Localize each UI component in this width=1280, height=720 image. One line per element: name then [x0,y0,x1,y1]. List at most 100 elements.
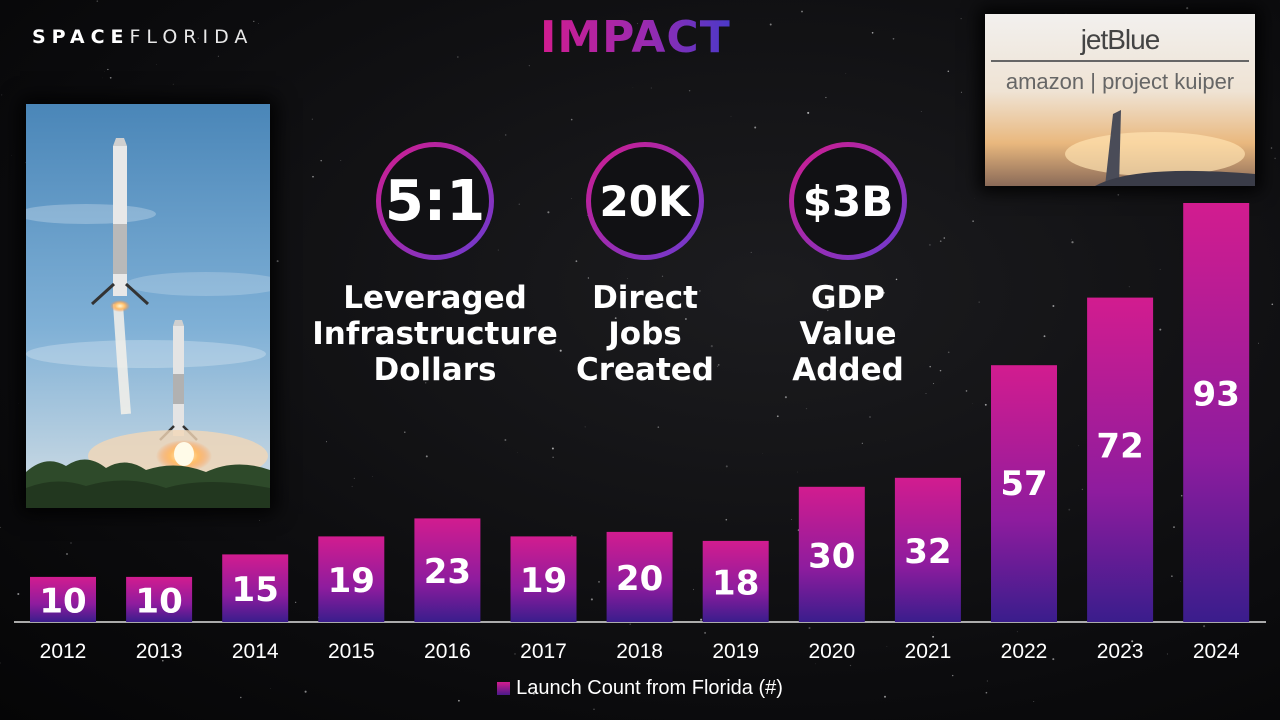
star [197,37,199,39]
star [570,118,573,121]
star [528,65,530,67]
bar-value-label: 32 [904,532,951,572]
star [710,345,713,348]
star [444,292,447,294]
x-tick-label: 2012 [40,640,87,663]
star [807,111,810,114]
star [717,364,720,366]
x-tick-label: 2023 [1097,640,1144,663]
star [161,659,164,662]
sunset-wing-image [985,14,1255,186]
bar-value-label: 19 [328,561,375,601]
partner-divider [991,60,1249,62]
stat-label-line: Jobs [608,316,682,352]
star [1180,580,1182,582]
star [0,662,1,664]
star [928,243,931,246]
star [614,317,617,319]
star [1271,303,1274,306]
star [861,442,863,444]
star [312,175,314,178]
star [1166,653,1168,655]
bar-2023 [1087,297,1154,622]
partner-logos-photo: jetBlue amazon | project kuiper [985,14,1255,186]
page-title: IMPACT [540,12,731,63]
star [367,290,369,293]
logo-light-text: FLORIDA [129,26,254,48]
star [725,465,728,468]
bar-value-label: 30 [808,536,855,576]
bar-value-label: 23 [424,552,471,592]
star [650,87,652,89]
stat-label-line: Dollars [373,352,497,388]
star [965,390,968,392]
star [1159,328,1162,331]
star [932,635,935,638]
bar-value-label: 15 [232,570,279,610]
star [808,626,811,630]
star [688,89,691,92]
star [325,441,328,443]
star [632,87,634,89]
star [1180,494,1183,497]
stat-label: Leveraged Infrastructure Dollars [305,280,565,388]
star [933,631,934,633]
star [1071,238,1072,240]
star [320,159,322,162]
star [943,237,946,239]
bar-value-label: 10 [39,582,86,622]
star [107,68,109,71]
star [424,382,427,384]
bar-2017 [510,536,577,622]
x-tick-label: 2019 [712,640,759,663]
star [1071,241,1074,244]
bar-2022 [991,365,1057,622]
star [575,260,578,263]
star [1270,147,1273,149]
stat-value: 20K [591,147,699,255]
bar-value-label: 10 [135,582,182,622]
x-tick-label: 2022 [1001,640,1048,663]
star [629,623,632,626]
star [504,439,507,441]
space-florida-logo: SPACEFLORIDA [32,26,253,48]
star [947,351,950,354]
star [217,55,219,57]
star [844,308,845,310]
star [514,652,516,655]
star [258,23,259,24]
star [920,110,922,112]
star [700,618,703,621]
stat-ring: 20K [586,142,704,260]
stat-label: GDP Value Added [748,280,948,388]
stat-leverage: 5:1 Leveraged Infrastructure Dollars [305,142,565,388]
star [801,10,803,13]
star [404,431,406,433]
star [1173,526,1175,528]
star [895,278,898,281]
star [1159,268,1161,270]
x-tick-label: 2013 [136,640,183,663]
star [17,592,20,596]
star [1203,625,1206,628]
stat-jobs: 20K Direct Jobs Created [545,142,745,388]
star [791,519,792,520]
star [1,94,3,96]
bar-2018 [606,531,673,622]
star [972,220,974,222]
star [551,447,554,450]
star [340,160,342,161]
star [1186,7,1189,10]
star [827,309,829,312]
legend-swatch [497,682,511,696]
star [547,211,550,214]
bar-2016 [414,518,481,622]
star [353,477,355,479]
bar-value-label: 20 [616,559,663,599]
star [351,485,353,488]
star [253,20,255,23]
star [240,696,242,699]
star [704,631,707,634]
star [776,415,779,418]
bar-value-label: 72 [1096,427,1143,467]
